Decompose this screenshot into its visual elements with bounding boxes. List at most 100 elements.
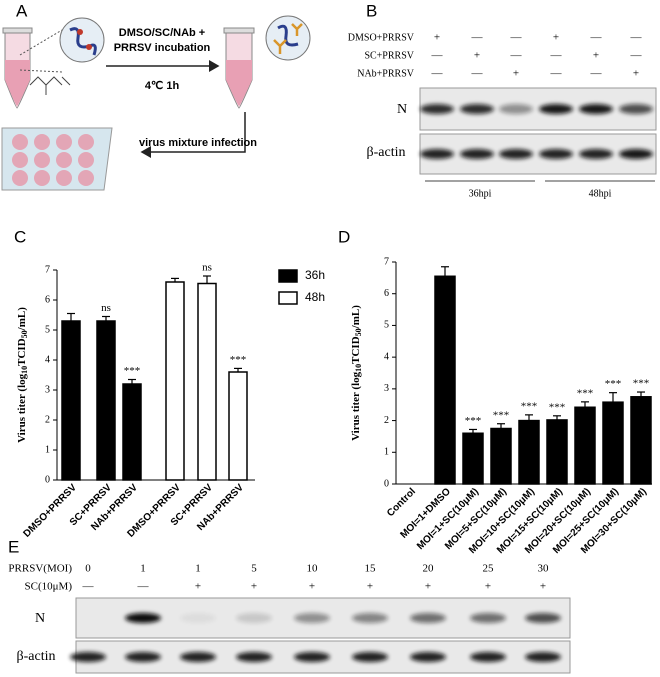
x-tick-label: Control: [385, 486, 418, 519]
annotation: ***: [577, 387, 594, 399]
annotation: ***: [493, 409, 510, 421]
band: [470, 613, 506, 623]
band: [180, 652, 216, 662]
bar: [197, 282, 217, 481]
band: [460, 149, 494, 159]
sign: —: [510, 32, 523, 44]
y-tick-label: 3: [384, 383, 389, 394]
y-tick-label: 1: [45, 444, 50, 455]
tube-left: [2, 17, 105, 109]
panel-label: E: [8, 537, 19, 556]
band: [125, 652, 161, 662]
annotation: ***: [465, 415, 482, 427]
panel-label: B: [366, 1, 377, 20]
band: [180, 613, 216, 623]
band: [460, 104, 494, 114]
incubation-text: PRRSV incubation: [114, 42, 211, 54]
y-axis-label: Virus titer (log10TCID50/mL): [16, 307, 29, 443]
band: [619, 149, 653, 159]
entry: 1: [140, 563, 146, 575]
entry: +: [485, 581, 491, 593]
annotation: ***: [633, 378, 650, 390]
entry: +: [367, 581, 373, 593]
tube-right: [223, 15, 311, 109]
legend-label: 36h: [305, 268, 325, 282]
sign: +: [553, 32, 559, 44]
y-tick-label: 6: [384, 288, 389, 299]
band-label: N: [35, 611, 45, 626]
y-axis-label-part: 10: [20, 366, 29, 374]
y-axis-label-part: Virus titer (log: [16, 373, 28, 443]
band: [499, 149, 533, 159]
entry: +: [251, 581, 257, 593]
y-tick-label: 2: [45, 414, 50, 425]
entry: —: [137, 581, 150, 593]
entry: +: [195, 581, 201, 593]
blot: [419, 87, 657, 131]
band: [236, 652, 272, 662]
band: [236, 613, 272, 623]
band: [579, 149, 613, 159]
bar: [546, 419, 568, 485]
plate: [1, 127, 113, 191]
y-tick-label: 5: [384, 320, 389, 331]
y-axis-label-part: 50: [20, 330, 29, 338]
y-tick-label: 3: [45, 384, 50, 395]
row-label: DMSO+PRRSV: [348, 32, 415, 43]
entry: 10: [307, 563, 319, 575]
y-tick-label: 0: [45, 474, 50, 485]
sign: +: [593, 50, 599, 62]
band: [420, 104, 454, 114]
y-axis-label: Virus titer (log10TCID50/mL): [350, 305, 363, 441]
legend-label: 48h: [305, 290, 325, 304]
band: [420, 149, 454, 159]
band: [294, 613, 330, 623]
x-tick-label: DMSO+PRRSV: [22, 482, 80, 540]
y-tick-label: 7: [384, 256, 389, 267]
bar: [165, 281, 185, 481]
entry: 15: [365, 563, 377, 575]
bar: [490, 427, 512, 485]
band-label: β-actin: [367, 145, 406, 160]
y-tick-label: 5: [45, 324, 50, 335]
band: [410, 652, 446, 662]
bar: [574, 406, 596, 485]
band: [525, 652, 561, 662]
y-axis-label-part: 50: [354, 328, 363, 336]
band: [539, 104, 573, 114]
entry: 1: [195, 563, 201, 575]
entry: 0: [85, 563, 91, 575]
panel-label: C: [14, 227, 26, 246]
bar: [228, 371, 248, 481]
sign: —: [431, 50, 444, 62]
infection-text: virus mixture infection: [139, 137, 257, 149]
band: [499, 104, 533, 114]
timepoint: 48hpi: [589, 188, 612, 199]
bar: [462, 432, 484, 485]
y-tick-label: 7: [45, 264, 50, 275]
sign: +: [633, 68, 639, 80]
y-tick-label: 4: [384, 351, 389, 362]
entry: 25: [483, 563, 495, 575]
bar: [61, 320, 81, 481]
y-tick-label: 0: [384, 478, 389, 489]
annotation: ns: [202, 262, 212, 274]
annotation: ***: [549, 401, 566, 413]
incubation-text: DMSO/SC/NAb +: [119, 27, 205, 39]
entry: +: [309, 581, 315, 593]
sign: —: [630, 50, 643, 62]
row-label: NAb+PRRSV: [357, 68, 415, 79]
y-tick-label: 1: [384, 447, 389, 458]
legend-swatch: [278, 291, 298, 305]
annotation: ***: [521, 400, 538, 412]
y-tick-label: 6: [45, 294, 50, 305]
panel-label: A: [16, 1, 28, 20]
bar: [434, 275, 456, 485]
band: [294, 652, 330, 662]
y-tick-label: 2: [384, 415, 389, 426]
y-axis-label-part: /mL): [350, 305, 362, 330]
bar: [602, 401, 624, 485]
band: [525, 613, 561, 623]
sign: —: [590, 68, 603, 80]
bar: [122, 383, 142, 481]
